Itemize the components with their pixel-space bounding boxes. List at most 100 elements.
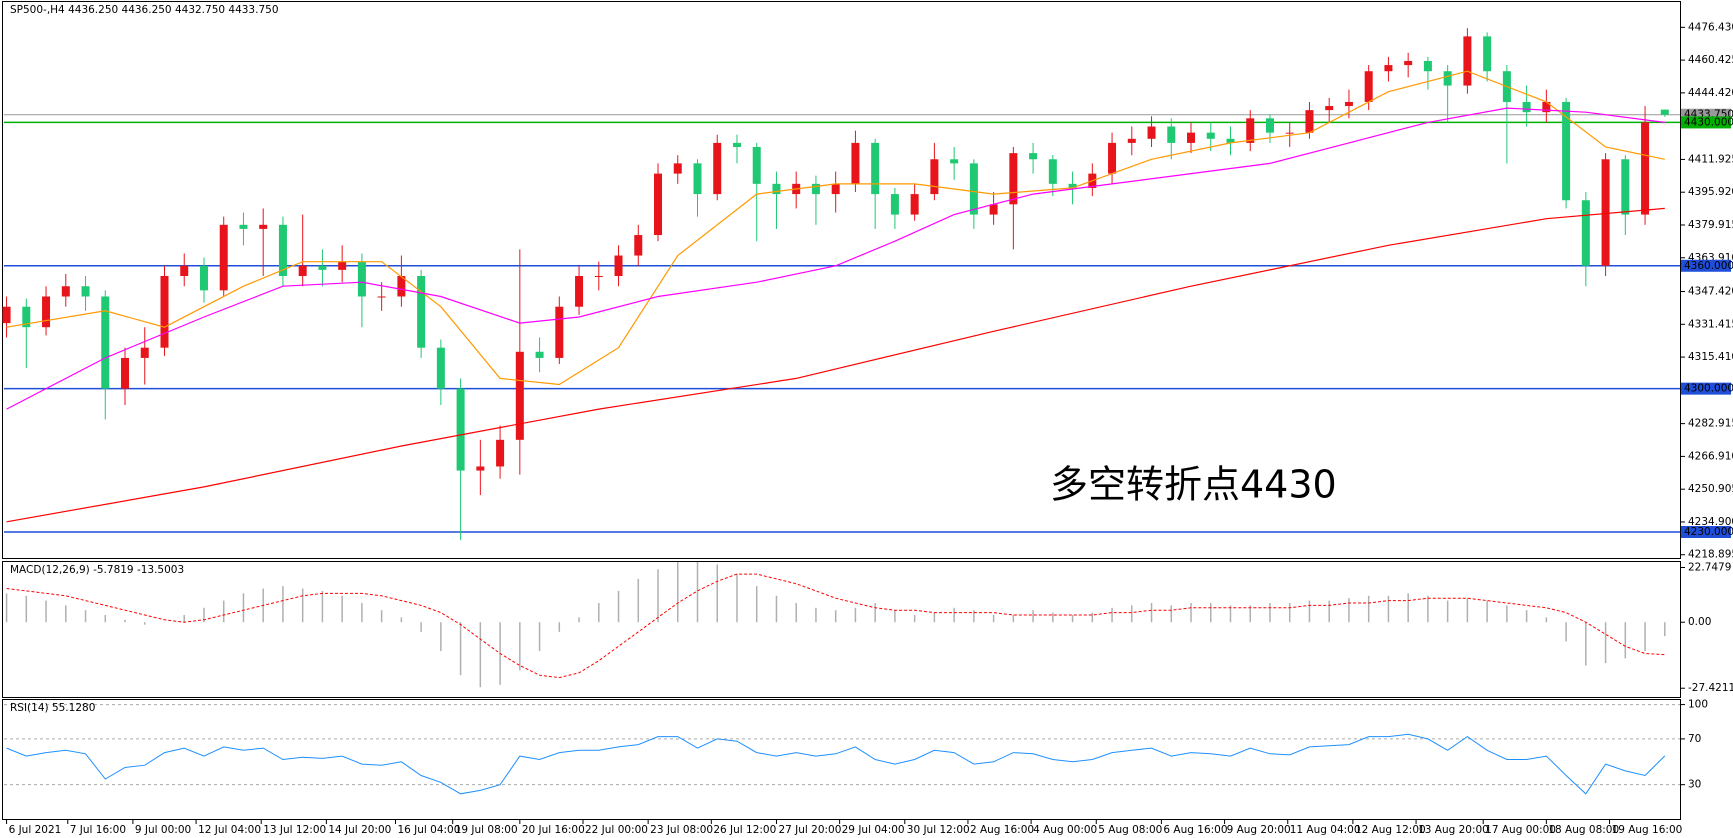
x-tick-label: 11 Aug 04:00 bbox=[1290, 824, 1361, 836]
candle-body bbox=[910, 194, 919, 215]
x-tick-label: 12 Jul 04:00 bbox=[198, 824, 261, 836]
candle-body bbox=[1265, 118, 1274, 133]
y-tick-label: 4218.895 bbox=[1688, 549, 1733, 561]
candle-body bbox=[397, 276, 406, 297]
layer: 4476.430 4460.425 4444.420 4411.925 4395.920… bbox=[2, 21, 1733, 836]
x-tick-label: 9 Aug 20:00 bbox=[1227, 824, 1291, 836]
candle-body bbox=[219, 224, 228, 291]
candle-body bbox=[259, 224, 268, 229]
candle-body bbox=[555, 306, 564, 358]
candle-body bbox=[1108, 142, 1117, 174]
price-level-tag bbox=[1681, 259, 1731, 272]
candle-body bbox=[1285, 132, 1294, 134]
candle-body bbox=[1068, 183, 1077, 188]
y-tick-label: -27.4211 bbox=[1688, 682, 1733, 694]
x-tick-label: 29 Jul 04:00 bbox=[842, 824, 905, 836]
rsi-line bbox=[6, 733, 1666, 795]
x-tick-label: 19 Jul 08:00 bbox=[455, 824, 518, 836]
candle-body bbox=[752, 146, 761, 184]
candle-body bbox=[42, 296, 51, 328]
x-tick-label: 2 Aug 16:00 bbox=[970, 824, 1034, 836]
candle-body bbox=[160, 276, 169, 348]
candle-body bbox=[594, 276, 603, 278]
candle-body bbox=[1167, 126, 1176, 143]
candle-body bbox=[1147, 126, 1156, 139]
x-tick-label: 17 Aug 00:00 bbox=[1485, 824, 1556, 836]
candle-body bbox=[1048, 159, 1057, 184]
candle-body bbox=[338, 261, 347, 270]
rsi-panel bbox=[2, 699, 1681, 820]
moving-average bbox=[6, 207, 1665, 523]
price-level-tag bbox=[1681, 525, 1731, 538]
candle-body bbox=[811, 183, 820, 195]
candle-body bbox=[2, 306, 11, 324]
y-tick-label: 4331.415 bbox=[1688, 318, 1733, 330]
symbol-header: SP500-,H4 4436.250 4436.250 4432.750 443… bbox=[10, 4, 279, 16]
candle-body bbox=[673, 163, 682, 174]
moving-average bbox=[6, 107, 1665, 410]
candle-body bbox=[969, 163, 978, 215]
candle-body bbox=[318, 265, 327, 270]
candle-body bbox=[1187, 132, 1196, 143]
x-tick-label: 23 Jul 08:00 bbox=[650, 824, 713, 836]
y-tick-label: 4379.915 bbox=[1688, 219, 1733, 231]
candle-body bbox=[81, 286, 90, 297]
candle-body bbox=[1601, 159, 1610, 266]
candle-body bbox=[239, 224, 248, 229]
x-tick-label: 20 Jul 16:00 bbox=[522, 824, 585, 836]
candle-body bbox=[851, 142, 860, 184]
candle-body bbox=[950, 159, 959, 164]
candle-body bbox=[1404, 60, 1413, 66]
candle-body bbox=[22, 306, 31, 328]
candle-body bbox=[1029, 153, 1038, 160]
candle-body bbox=[1206, 132, 1215, 139]
x-tick-label: 5 Aug 08:00 bbox=[1098, 824, 1162, 836]
y-tick-label: 100 bbox=[1688, 699, 1708, 711]
candle-body bbox=[1384, 65, 1393, 72]
candle-body bbox=[1443, 71, 1452, 86]
candle-body bbox=[713, 142, 722, 195]
candle-body bbox=[61, 286, 70, 297]
x-tick-label: 22 Jul 00:00 bbox=[585, 824, 648, 836]
x-tick-label: 6 Aug 16:00 bbox=[1163, 824, 1227, 836]
candle-body bbox=[535, 351, 544, 358]
candle-body bbox=[1621, 159, 1630, 215]
candle-body bbox=[1423, 60, 1432, 72]
y-tick-label: 4282.915 bbox=[1688, 418, 1733, 430]
candle-body bbox=[732, 142, 741, 147]
candle-body bbox=[890, 194, 899, 215]
y-tick-label: 30 bbox=[1688, 779, 1701, 791]
candle-body bbox=[614, 255, 623, 277]
candle-body bbox=[476, 466, 485, 471]
x-tick-label: 27 Jul 20:00 bbox=[778, 824, 841, 836]
candle-body bbox=[871, 142, 880, 195]
y-tick-label: 70 bbox=[1688, 733, 1701, 745]
candle-body bbox=[1127, 138, 1136, 143]
candle-body bbox=[1305, 110, 1314, 133]
y-tick-label: 4395.920 bbox=[1688, 186, 1733, 198]
candle-body bbox=[1542, 101, 1551, 113]
x-tick-label: 16 Jul 04:00 bbox=[397, 824, 460, 836]
y-tick-label: 22.7479 bbox=[1688, 561, 1731, 573]
rsi-title: RSI(14) 55.1280 bbox=[10, 702, 95, 714]
y-tick-label: 4234.900 bbox=[1688, 516, 1733, 528]
candle-body bbox=[515, 351, 524, 440]
candle-body bbox=[436, 347, 445, 389]
moving-average bbox=[6, 70, 1665, 386]
candle-body bbox=[101, 296, 110, 389]
macd-panel bbox=[2, 561, 1681, 698]
x-tick-label: 18 Aug 08:00 bbox=[1548, 824, 1619, 836]
y-tick-label: 4444.420 bbox=[1688, 87, 1733, 99]
candle-body bbox=[772, 183, 781, 195]
candle-body bbox=[693, 163, 702, 195]
macd-signal bbox=[6, 573, 1665, 679]
y-tick-label: 4250.905 bbox=[1688, 483, 1733, 495]
price-level-label: 4360.000 bbox=[1684, 260, 1733, 272]
candle-body bbox=[1522, 101, 1531, 113]
x-tick-label: 13 Jul 12:00 bbox=[263, 824, 326, 836]
candle-body bbox=[417, 276, 426, 348]
x-tick-label: 7 Jul 16:00 bbox=[70, 824, 126, 836]
y-tick-label: 4266.910 bbox=[1688, 450, 1733, 462]
